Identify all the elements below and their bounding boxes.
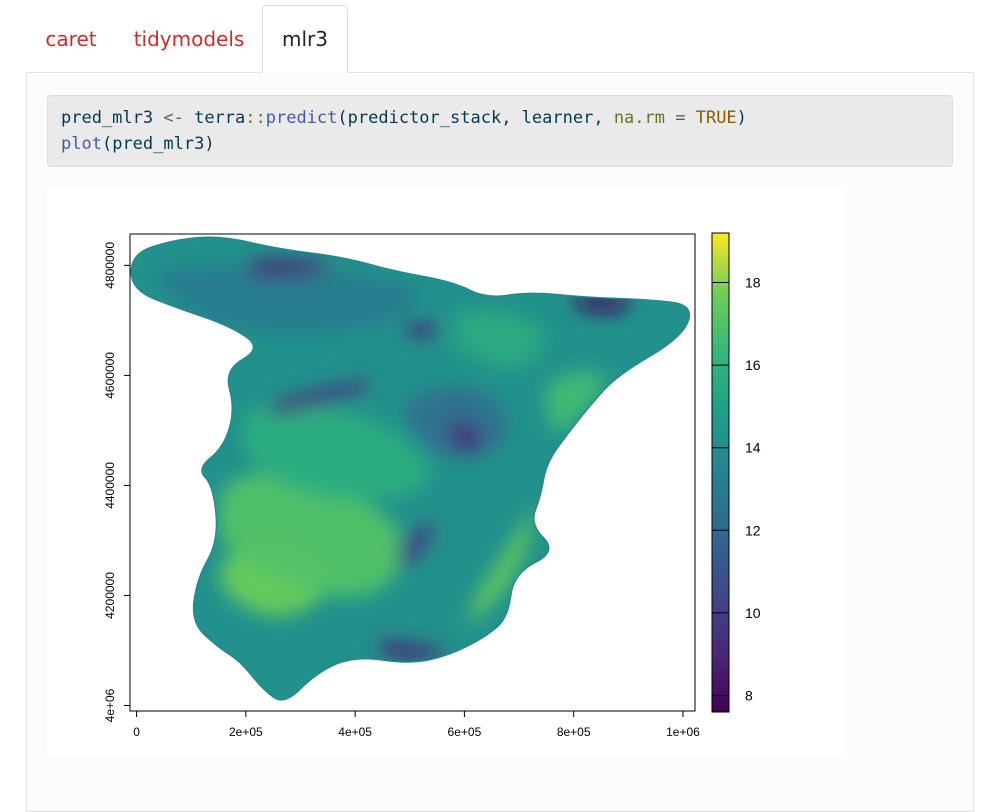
map-zone [573, 294, 632, 313]
x-axis: 0 2e+05 4e+05 6e+05 8e+05 1e+06 [133, 710, 700, 739]
y-tick-label: 4400000 [103, 462, 117, 509]
y-tick-label: 4600000 [103, 352, 117, 399]
legend: 8 10 12 14 16 18 [711, 232, 761, 713]
map-raster [130, 236, 691, 701]
code-token: ) [736, 108, 747, 128]
x-tick-label: 0 [133, 725, 140, 739]
tab-mlr3[interactable]: mlr3 [262, 5, 348, 73]
code-token: pred_mlr3 [112, 134, 205, 154]
code-token: = [665, 108, 696, 128]
plot-output: 0 2e+05 4e+05 6e+05 8e+05 1e+06 4e+06 4200000 4… [47, 187, 845, 757]
map-coastline [130, 236, 691, 701]
legend-tick-label: 12 [745, 522, 761, 538]
y-axis: 4e+06 4200000 4400000 4600000 4800000 [103, 242, 131, 722]
y-tick-label: 4e+06 [103, 688, 117, 722]
map-zone [245, 259, 330, 277]
legend-colorbar [711, 232, 730, 713]
code-token: learner [521, 108, 594, 128]
code-token: TRUE [695, 108, 737, 128]
map-zone [453, 310, 543, 368]
legend-tick-label: 14 [745, 440, 761, 456]
code-token: predict [265, 108, 338, 128]
map-zone [217, 473, 405, 597]
x-tick-label: 4e+05 [338, 725, 372, 739]
code-token: ( [101, 134, 113, 154]
map-zone [397, 522, 435, 568]
code-token: plot [61, 134, 102, 154]
code-token: <- [153, 108, 195, 128]
raster-plot: 0 2e+05 4e+05 6e+05 8e+05 1e+06 4e+0642000004… [103, 232, 761, 739]
y-tick-label: 4200000 [103, 572, 117, 619]
legend-tick-label: 8 [745, 687, 753, 703]
legend-tick-label: 10 [745, 605, 761, 621]
y-tick-label: 4800000 [103, 242, 117, 289]
map-zone [448, 421, 483, 453]
map-zones [157, 259, 632, 660]
tab-tidymodels[interactable]: tidymodels [133, 26, 245, 51]
map-zone [376, 640, 446, 660]
map-zone [545, 372, 606, 432]
map-zone [267, 380, 372, 415]
code-token: na.rm [613, 108, 665, 128]
code-token: predictor_stack [347, 108, 502, 128]
map-clip-group [131, 237, 690, 700]
code-token: ( [337, 108, 348, 128]
code-token: ) [204, 134, 215, 154]
code-token: terra [194, 108, 246, 128]
tab-bar: caret tidymodels mlr3 [26, 5, 974, 73]
x-tick-label: 1e+06 [666, 725, 700, 739]
x-tick-label: 8e+05 [557, 725, 591, 739]
code-token: , [593, 108, 614, 128]
code-token: , [501, 108, 522, 128]
code-token: :: [245, 108, 266, 128]
code-token: pred_mlr3 [61, 108, 154, 128]
x-tick-label: 6e+05 [448, 725, 482, 739]
tab-caret[interactable]: caret [45, 26, 97, 51]
legend-tick-label: 18 [745, 275, 761, 291]
map-zone [402, 322, 439, 338]
map-zone [468, 510, 535, 623]
code-block[interactable]: pred_mlr3 <- terra::predict(predictor_st… [47, 95, 953, 167]
map-zone [242, 402, 429, 501]
legend-tick-label: 16 [745, 357, 761, 373]
map-zone [157, 266, 421, 335]
x-tick-label: 2e+05 [229, 725, 263, 739]
